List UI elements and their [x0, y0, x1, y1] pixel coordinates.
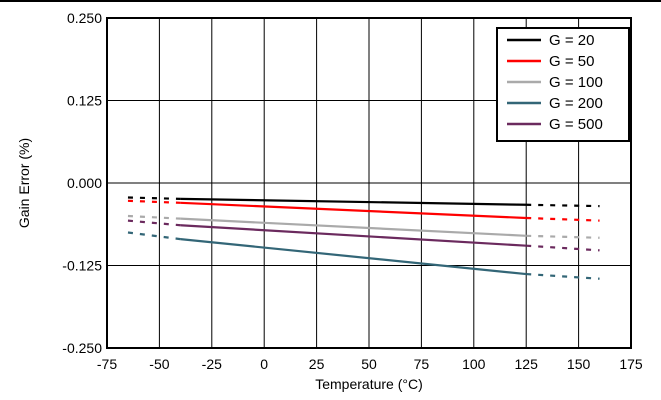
series-line-g50	[180, 201, 527, 220]
x-axis-label: Temperature (°C)	[315, 376, 423, 392]
y-tick-labels: 0.250 0.125 0.000 -0.125 -0.250	[62, 10, 102, 356]
series-line-g200	[180, 238, 527, 276]
y-tick-label: -0.250	[62, 340, 102, 356]
x-tick-label: 125	[515, 356, 539, 372]
y-axis-label: Gain Error (%)	[16, 138, 32, 228]
series-lines	[127, 196, 600, 280]
legend-box	[496, 27, 630, 142]
x-tick-label: 150	[567, 356, 591, 372]
x-tick-label: 25	[309, 356, 325, 372]
plot-frame	[106, 17, 632, 349]
x-tick-label: 100	[462, 356, 486, 372]
series-dotted-g20-high	[526, 203, 600, 208]
x-tick-label: -25	[202, 356, 222, 372]
series-dotted-g200-high	[526, 272, 600, 280]
series-line-g500	[180, 224, 527, 247]
x-tick-label: 75	[414, 356, 430, 372]
legend-label: G = 20	[549, 32, 594, 49]
legend-label: G = 50	[549, 53, 594, 70]
series-dotted-g200-low	[127, 231, 181, 241]
x-tick-label: 175	[619, 356, 643, 372]
series-dotted-g500-low	[127, 219, 181, 227]
x-tick-label: -75	[97, 356, 117, 372]
series-line-g100	[180, 217, 527, 237]
series-line-g20	[180, 197, 527, 206]
x-tick-label: 0	[260, 356, 268, 372]
series-dotted-g20-low	[127, 196, 181, 200]
x-tick-label: 50	[361, 356, 377, 372]
x-tick-labels: -75 -50 -25 0 25 50 75 100 125 150 175	[97, 356, 643, 372]
y-tick-label: 0.125	[67, 93, 102, 109]
legend: G = 20 G = 50 G = 100 G = 200 G = 500	[496, 27, 630, 142]
y-tick-label: 0.250	[67, 10, 102, 26]
y-tick-label: -0.125	[62, 258, 102, 274]
series-dotted-g50-low	[127, 199, 181, 204]
y-tick-label: 0.000	[67, 175, 102, 191]
legend-label: G = 200	[549, 95, 603, 112]
series-dotted-g50-high	[526, 216, 600, 222]
top-rule	[0, 0, 661, 2]
series-dotted-g100-high	[526, 234, 600, 239]
series-dotted-g500-high	[526, 244, 600, 252]
x-tick-label: -50	[149, 356, 169, 372]
legend-label: G = 100	[549, 74, 603, 91]
legend-label: G = 500	[549, 116, 603, 133]
series-dotted-g100-low	[127, 214, 181, 220]
